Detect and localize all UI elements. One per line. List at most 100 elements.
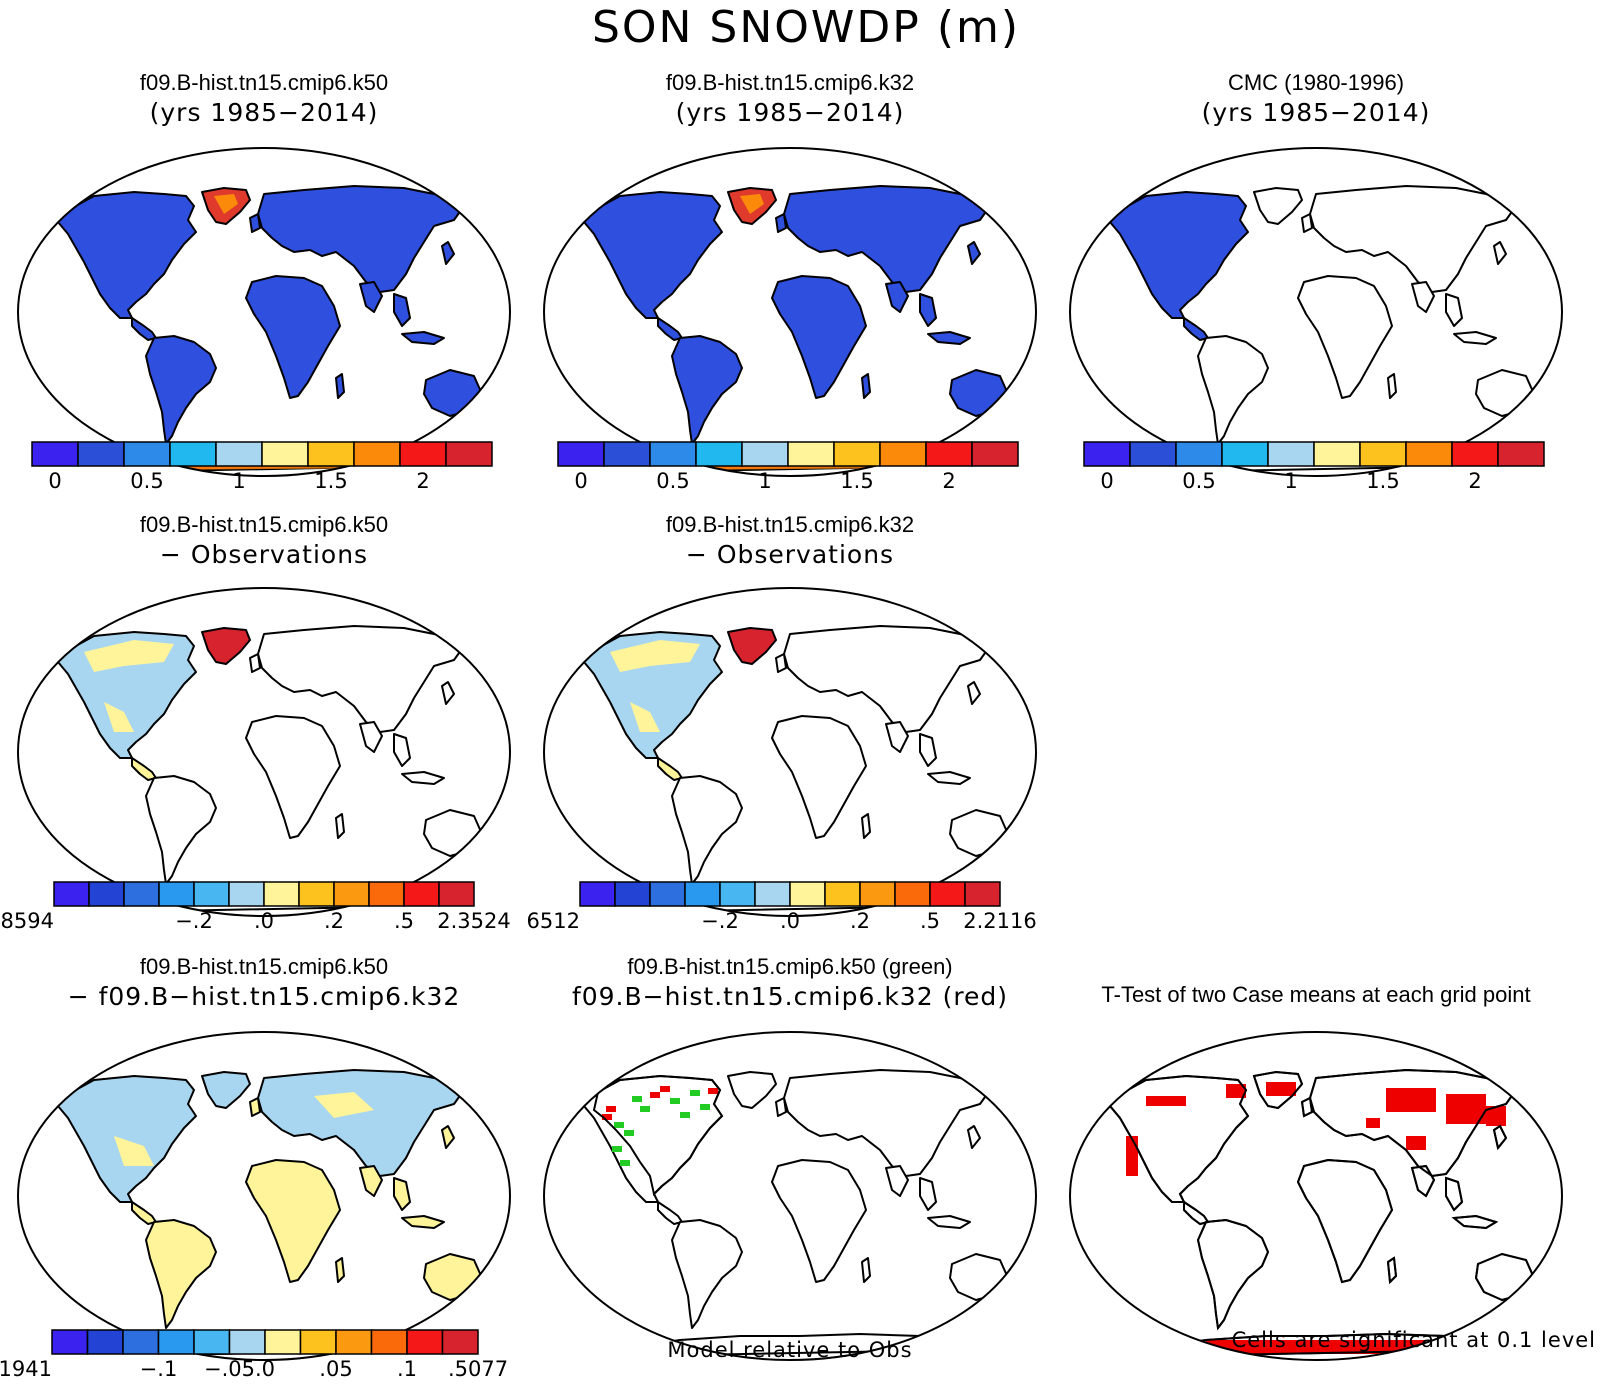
colorbar-swatch (403, 881, 440, 907)
colorbar-tick-label: 1 (758, 469, 771, 493)
map-border (1069, 147, 1563, 477)
colorbar-swatch (1129, 441, 1177, 467)
land-japan (441, 241, 455, 265)
colorbar-tick-label: .5 (394, 909, 414, 933)
colorbar-swatch (894, 881, 931, 907)
colorbar-tick-label: .2 (850, 909, 870, 933)
land-seAsia (1445, 293, 1463, 327)
panel-title: f09.B-hist.tn15.cmip6.k50 (139, 512, 389, 537)
colorbar-swatch (307, 441, 355, 467)
map-content (1070, 1032, 1562, 1360)
land-uk (775, 1097, 787, 1117)
land-seAsia (919, 293, 937, 327)
land-nz (491, 415, 501, 437)
land-centralAmerica (657, 1201, 683, 1225)
land-africa (1297, 275, 1393, 399)
colorbar-swatch (1083, 441, 1131, 467)
colorbar-diff-k32-obs: −1.6512 −.2 .0 .2 .5 2.2116 (526, 881, 1037, 933)
land-centralAmerica (657, 317, 683, 341)
colorbar-swatch (649, 441, 697, 467)
colorbar-tick-label: .0 (254, 909, 274, 933)
colorbar-swatch (157, 1329, 195, 1355)
land-africa (245, 1159, 341, 1283)
panel-title: f09.B-hist.tn15.cmip6.k32 (665, 512, 915, 537)
land-indonesia (401, 771, 445, 785)
panel-subtitle: (yrs 1985−2014) (675, 98, 905, 127)
colorbar-tick-label: 2.3524 (437, 909, 510, 933)
land-centralAmerica (131, 317, 157, 341)
greenland-interior (740, 194, 764, 214)
colorbar-tick-label: 1.5 (1366, 469, 1399, 493)
land-nz (1543, 1299, 1553, 1321)
sig-region (1386, 1088, 1436, 1112)
sig-cell (670, 1098, 680, 1104)
land-greenland (1253, 187, 1303, 225)
land-indonesia (927, 771, 971, 785)
land-uk (775, 653, 787, 673)
colorbar-swatch (1267, 441, 1315, 467)
land-northAmerica (57, 191, 197, 319)
land-southAmerica (671, 775, 743, 885)
sig-cell (640, 1106, 650, 1112)
colorbar-swatch (123, 441, 171, 467)
land-australia (949, 809, 1009, 857)
colorbar-swatch (158, 881, 195, 907)
panel-cmc-obs: CMC (1980-1996) (yrs 1985−2014) (1066, 66, 1566, 486)
land-australia (423, 1253, 483, 1301)
sig-region (1226, 1084, 1246, 1098)
colorbar-swatch (971, 441, 1019, 467)
panel-subtitle: (yrs 1985−2014) (1201, 98, 1431, 127)
sig-cell (606, 1106, 616, 1112)
colorbar-tick-label: 0 (574, 469, 587, 493)
land-nz (491, 1299, 501, 1321)
land-africa (771, 275, 867, 399)
colorbar-swatch (929, 881, 966, 907)
land-japan (441, 1125, 455, 1149)
coast-northAmerica (1108, 1074, 1250, 1203)
colorbar-tick-label: 1 (1284, 469, 1297, 493)
land-seAsia (393, 733, 411, 767)
sig-cell (650, 1092, 660, 1098)
colorbar-swatch (833, 441, 881, 467)
land-australia (949, 369, 1009, 417)
panel-title: f09.B-hist.tn15.cmip6.k50 (green) (627, 954, 953, 979)
sig-region (1146, 1096, 1186, 1106)
map-border (17, 587, 511, 917)
figure-title: SON SNOWDP (m) (591, 2, 1021, 53)
land-japan (1493, 241, 1507, 265)
colorbar-diff-k50-obs: −1.8594 −.2 .0 .2 .5 2.3524 (0, 881, 511, 933)
colorbar-swatch (1313, 441, 1361, 467)
coast-seAsia (1445, 1176, 1464, 1212)
colorbar-swatch (370, 1329, 408, 1355)
colorbar-swatch (169, 441, 217, 467)
colorbar-swatch (754, 881, 791, 907)
land-indonesia (401, 1215, 445, 1229)
land-uk (249, 653, 261, 673)
land-madagascar (335, 813, 345, 839)
land-africa (245, 275, 341, 399)
land-africa (771, 715, 867, 839)
land-uk (1301, 213, 1313, 233)
colorbar-swatch (299, 1329, 337, 1355)
sig-cell (614, 1122, 624, 1128)
panel-subtitle: (yrs 1985−2014) (149, 98, 379, 127)
land-madagascar (335, 373, 345, 399)
land-india (1411, 281, 1435, 313)
colorbar-tick-label: 2 (1468, 469, 1481, 493)
colorbar-swatch (649, 881, 686, 907)
colorbar-swatch (1497, 441, 1545, 467)
colorbar-tick-label: −1.8594 (0, 909, 54, 933)
land-northAmerica (583, 191, 723, 319)
land-uk (775, 213, 787, 233)
land-india (885, 721, 909, 753)
land-nz (1017, 855, 1027, 877)
coast-indonesia (1451, 1214, 1499, 1230)
land-australia (423, 369, 483, 417)
land-southAmerica (1197, 335, 1269, 445)
land-australia (949, 1253, 1009, 1301)
colorbar-tick-label: .2 (324, 909, 344, 933)
land-madagascar (1387, 373, 1397, 399)
colorbar-tick-label: −.1 (140, 1357, 178, 1381)
map-border (17, 147, 511, 477)
colorbar-swatch (51, 1329, 89, 1355)
